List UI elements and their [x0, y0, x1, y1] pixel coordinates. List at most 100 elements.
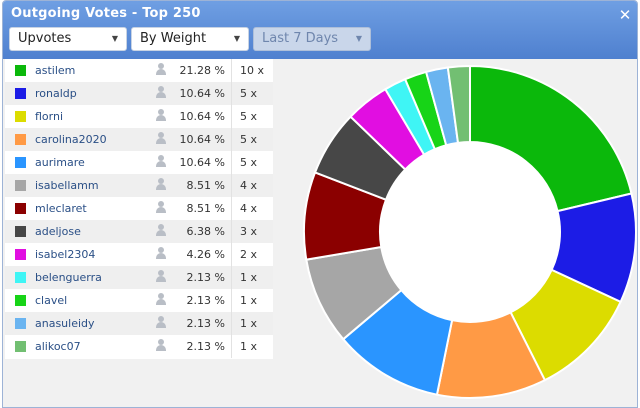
- voter-name[interactable]: aurimare: [35, 156, 85, 169]
- voter-name[interactable]: isabellamm: [35, 179, 99, 192]
- color-swatch: [15, 65, 26, 76]
- user-icon-cell: [147, 335, 175, 358]
- table-row: isabellamm 8.51 % 4 x: [5, 174, 273, 197]
- votes-donut-chart: [303, 64, 637, 399]
- column-divider: [231, 151, 232, 174]
- color-swatch: [15, 203, 26, 214]
- vote-percentage: 10.64 %: [179, 87, 225, 100]
- voter-name[interactable]: carolina2020: [35, 133, 107, 146]
- user-icon[interactable]: [155, 224, 167, 236]
- color-swatch-cell: [5, 82, 35, 105]
- column-divider: [231, 266, 232, 289]
- voter-name[interactable]: adeljose: [35, 225, 81, 238]
- vote-count: 5 x: [240, 87, 258, 100]
- color-swatch: [15, 226, 26, 237]
- color-swatch: [15, 111, 26, 122]
- vote-percentage: 10.64 %: [179, 133, 225, 146]
- vote-count: 3 x: [240, 225, 258, 238]
- column-divider: [231, 197, 232, 220]
- table-row: astilem 21.28 % 10 x: [5, 59, 273, 82]
- vote-type-select[interactable]: Upvotes ▼: [9, 27, 127, 51]
- vote-count: 5 x: [240, 133, 258, 146]
- vote-percentage: 10.64 %: [179, 110, 225, 123]
- voter-name[interactable]: florni: [35, 110, 64, 123]
- user-icon-cell: [147, 105, 175, 128]
- sort-select[interactable]: By Weight ▼: [131, 27, 249, 51]
- user-icon[interactable]: [155, 63, 167, 75]
- voter-name[interactable]: mleclaret: [35, 202, 87, 215]
- color-swatch-cell: [5, 59, 35, 82]
- vote-count: 4 x: [240, 202, 258, 215]
- voter-name[interactable]: clavel: [35, 294, 68, 307]
- color-swatch: [15, 134, 26, 145]
- user-icon-cell: [147, 289, 175, 312]
- user-icon[interactable]: [155, 155, 167, 167]
- vote-type-value: Upvotes: [18, 31, 72, 46]
- table-row: alikoc07 2.13 % 1 x: [5, 335, 273, 358]
- user-icon-cell: [147, 128, 175, 151]
- period-select: Last 7 Days ▼: [253, 27, 371, 51]
- user-icon[interactable]: [155, 316, 167, 328]
- voter-name[interactable]: anasuleidy: [35, 317, 95, 330]
- user-icon-cell: [147, 151, 175, 174]
- vote-percentage: 6.38 %: [186, 225, 225, 238]
- chevron-down-icon: ▼: [355, 34, 362, 43]
- column-divider: [231, 82, 232, 105]
- color-swatch-cell: [5, 243, 35, 266]
- votes-chart-area: [275, 59, 637, 407]
- color-swatch-cell: [5, 312, 35, 335]
- user-icon[interactable]: [155, 270, 167, 282]
- vote-count: 1 x: [240, 317, 258, 330]
- user-icon[interactable]: [155, 339, 167, 351]
- user-icon[interactable]: [155, 178, 167, 190]
- table-row: aurimare 10.64 % 5 x: [5, 151, 273, 174]
- user-icon[interactable]: [155, 109, 167, 121]
- vote-percentage: 2.13 %: [186, 271, 225, 284]
- voter-name[interactable]: alikoc07: [35, 340, 81, 353]
- column-divider: [231, 243, 232, 266]
- title-bar: Outgoing Votes - Top 250 ✕ Upvotes ▼ By …: [3, 1, 637, 59]
- vote-count: 1 x: [240, 294, 258, 307]
- vote-percentage: 8.51 %: [186, 179, 225, 192]
- sort-value: By Weight: [140, 31, 207, 46]
- user-icon-cell: [147, 174, 175, 197]
- color-swatch: [15, 88, 26, 99]
- vote-percentage: 2.13 %: [186, 340, 225, 353]
- vote-count: 2 x: [240, 248, 258, 261]
- table-row: isabel2304 4.26 % 2 x: [5, 243, 273, 266]
- user-icon[interactable]: [155, 293, 167, 305]
- column-divider: [231, 220, 232, 243]
- color-swatch: [15, 318, 26, 329]
- user-icon-cell: [147, 59, 175, 82]
- color-swatch-cell: [5, 220, 35, 243]
- chevron-down-icon: ▼: [233, 34, 240, 43]
- user-icon-cell: [147, 312, 175, 335]
- table-row: clavel 2.13 % 1 x: [5, 289, 273, 312]
- voter-name[interactable]: belenguerra: [35, 271, 102, 284]
- column-divider: [231, 128, 232, 151]
- user-icon[interactable]: [155, 86, 167, 98]
- color-swatch-cell: [5, 289, 35, 312]
- color-swatch: [15, 341, 26, 352]
- donut-hole: [380, 142, 560, 322]
- column-divider: [231, 105, 232, 128]
- voter-name[interactable]: isabel2304: [35, 248, 96, 261]
- vote-count: 5 x: [240, 110, 258, 123]
- user-icon[interactable]: [155, 201, 167, 213]
- user-icon[interactable]: [155, 132, 167, 144]
- table-row: belenguerra 2.13 % 1 x: [5, 266, 273, 289]
- close-icon[interactable]: ✕: [618, 6, 632, 24]
- table-row: adeljose 6.38 % 3 x: [5, 220, 273, 243]
- voter-name[interactable]: ronaldp: [35, 87, 77, 100]
- color-swatch: [15, 180, 26, 191]
- user-icon[interactable]: [155, 247, 167, 259]
- votes-table-panel: astilem 21.28 % 10 x ronaldp 10.64 % 5 x florn…: [5, 59, 273, 359]
- color-swatch-cell: [5, 197, 35, 220]
- vote-percentage: 2.13 %: [186, 317, 225, 330]
- column-divider: [231, 312, 232, 335]
- table-row: mleclaret 8.51 % 4 x: [5, 197, 273, 220]
- voter-name[interactable]: astilem: [35, 64, 76, 77]
- color-swatch-cell: [5, 174, 35, 197]
- table-row: ronaldp 10.64 % 5 x: [5, 82, 273, 105]
